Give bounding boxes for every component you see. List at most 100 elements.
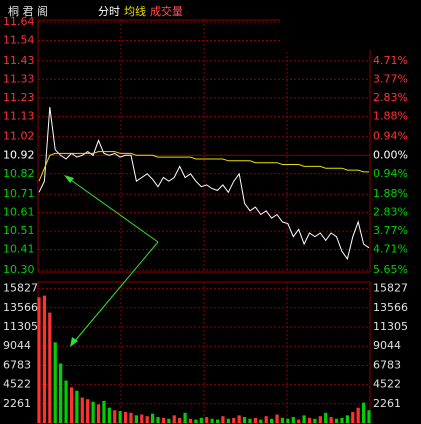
volume-bar xyxy=(129,412,133,423)
volume-bar xyxy=(302,415,306,423)
volume-bar xyxy=(167,418,171,423)
y-tick-label: 10.41 xyxy=(3,243,35,256)
volume-bar xyxy=(118,411,122,423)
volume-bar xyxy=(156,417,160,423)
volume-bar xyxy=(340,417,344,423)
y-tick-label: 11.54 xyxy=(3,34,35,47)
y-tick-label: 11.64 xyxy=(3,15,35,28)
volume-bar xyxy=(48,312,52,423)
legend-item: 成交量 xyxy=(150,4,183,18)
volume-bar xyxy=(96,404,101,423)
volume-bar xyxy=(86,399,90,423)
volume-tick-label: 13566 xyxy=(3,301,38,314)
volume-bar xyxy=(313,418,317,423)
volume-bar xyxy=(37,297,41,423)
volume-tick-label-right: 11305 xyxy=(373,320,408,333)
volume-tick-label: 2261 xyxy=(3,397,31,410)
volume-bar xyxy=(356,407,360,423)
volume-bar xyxy=(367,410,371,423)
volume-bar xyxy=(232,417,236,423)
volume-bar xyxy=(297,419,301,423)
grid xyxy=(37,19,371,424)
volume-bar xyxy=(172,415,176,423)
volume-bar xyxy=(345,415,349,423)
volume-tick-label: 11305 xyxy=(3,320,38,333)
volume-bar xyxy=(329,417,333,423)
volume-bar xyxy=(113,410,117,423)
volume-bar xyxy=(91,401,95,423)
volume-tick-label-right: 13566 xyxy=(373,301,408,314)
volume-bar xyxy=(107,407,111,423)
stock-name: 桐 君 阁 xyxy=(8,4,48,18)
volume-bar xyxy=(286,418,290,423)
volume-bar xyxy=(183,412,187,423)
volume-tick-label: 9044 xyxy=(3,339,31,352)
volume-bar xyxy=(53,342,57,423)
marks xyxy=(37,107,371,423)
volume-tick-label: 4522 xyxy=(3,378,31,391)
volume-bar xyxy=(270,418,274,423)
volume-bar xyxy=(334,418,339,423)
volume-tick-label-right: 4522 xyxy=(373,378,401,391)
y2-tick-label: 2.83% xyxy=(373,206,408,219)
y2-tick-label: 0.00% xyxy=(373,148,408,161)
volume-bar xyxy=(64,380,68,423)
y-tick-label: 10.71 xyxy=(3,187,35,200)
volume-tick-label-right: 2261 xyxy=(373,397,401,410)
y2-tick-label: 0.94% xyxy=(373,130,408,143)
y-tick-label: 11.43 xyxy=(3,54,35,67)
volume-bar xyxy=(140,414,144,423)
y2-tick-label: 1.88% xyxy=(373,109,408,122)
y2-tick-label: 5.65% xyxy=(373,263,408,276)
volume-tick-label-right: 15827 xyxy=(373,282,408,295)
volume-bar xyxy=(275,414,279,423)
cover-box xyxy=(280,0,421,50)
volume-bar xyxy=(194,419,198,423)
volume-tick-label-right: 6783 xyxy=(373,358,401,371)
volume-bar xyxy=(291,417,295,423)
volume-bar xyxy=(42,295,47,423)
volume-bar xyxy=(248,418,252,423)
y-tick-label: 11.13 xyxy=(3,109,35,122)
volume-bar xyxy=(221,416,225,423)
volume-bar xyxy=(253,417,257,423)
volume-bar xyxy=(318,416,322,423)
volume-bar xyxy=(210,418,214,423)
y-tick-label: 11.02 xyxy=(3,130,35,143)
y2-tick-label: 2.83% xyxy=(373,91,408,104)
y2-tick-label: 0.94% xyxy=(373,167,408,180)
volume-bar xyxy=(264,416,268,423)
y2-tick-label: 4.71% xyxy=(373,54,408,67)
volume-bar xyxy=(161,417,166,423)
volume-bar xyxy=(80,397,84,423)
volume-bar xyxy=(324,412,328,423)
volume-bar xyxy=(102,400,106,423)
arrow xyxy=(73,241,159,343)
volume-bar xyxy=(69,387,74,423)
volume-bar xyxy=(188,418,193,423)
y-tick-label: 10.82 xyxy=(3,167,35,180)
y2-tick-label: 4.71% xyxy=(373,243,408,256)
volume-bar xyxy=(151,413,155,423)
volume-bar xyxy=(215,419,220,423)
volume-bar xyxy=(307,417,312,423)
volume-bar xyxy=(280,417,285,423)
legend-item: 均线 xyxy=(124,4,146,18)
volume-bar xyxy=(178,417,182,423)
volume-bar xyxy=(123,411,128,423)
y2-tick-label: 3.77% xyxy=(373,72,408,85)
y-tick-label: 10.92 xyxy=(3,148,35,161)
volume-bar xyxy=(145,416,149,423)
volume-bar xyxy=(134,415,138,423)
y-tick-label: 11.23 xyxy=(3,91,35,104)
average-line xyxy=(38,151,369,182)
volume-bar xyxy=(199,417,203,423)
arrow xyxy=(67,177,159,243)
volume-bar xyxy=(75,390,79,423)
y2-tick-label: 1.88% xyxy=(373,187,408,200)
y-tick-label: 11.33 xyxy=(3,72,35,85)
volume-bar xyxy=(59,363,63,423)
volume-bar xyxy=(242,417,247,423)
